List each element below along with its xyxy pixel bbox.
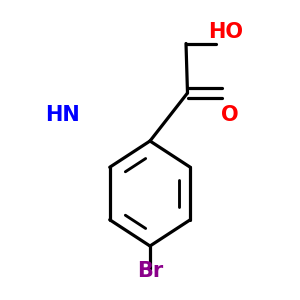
Text: O: O (220, 105, 238, 124)
Text: HN: HN (45, 105, 80, 124)
Text: Br: Br (137, 261, 163, 280)
Text: HO: HO (208, 22, 244, 41)
